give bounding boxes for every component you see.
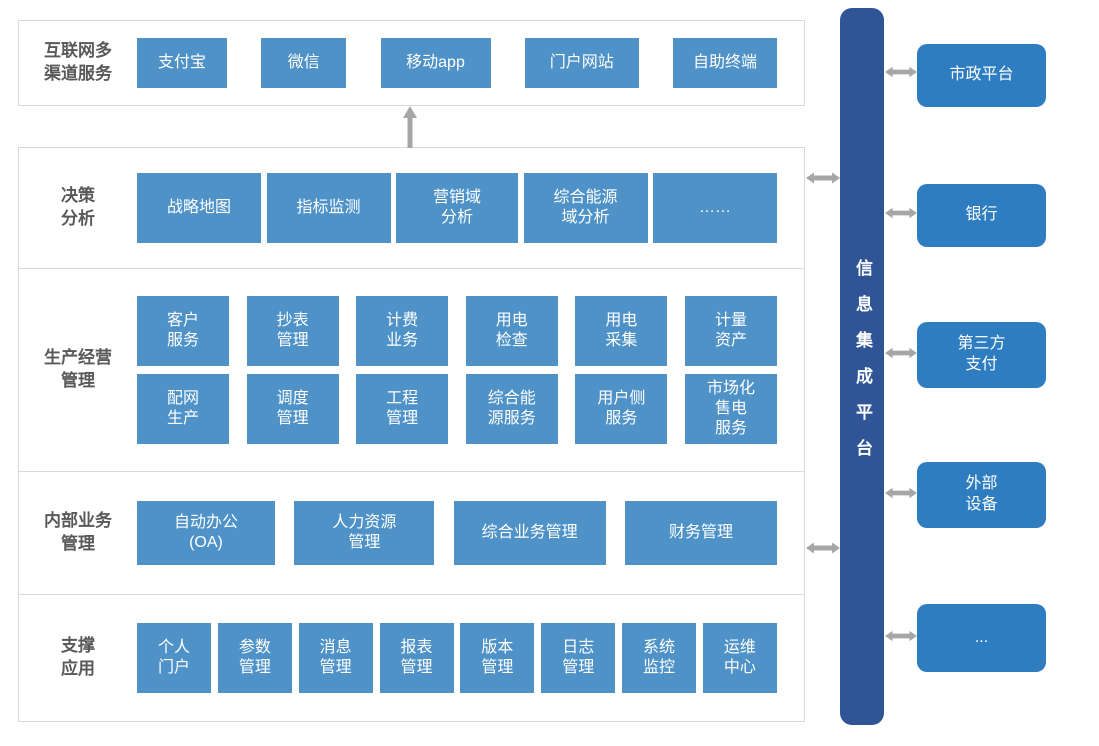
section-label: 内部业务 管理 bbox=[44, 511, 112, 553]
external-system-box: 外部 设备 bbox=[917, 462, 1046, 528]
module-box: 消息 管理 bbox=[298, 623, 373, 693]
module-box: 版本 管理 bbox=[460, 623, 535, 693]
external-system-box: 银行 bbox=[917, 184, 1046, 247]
double-arrow-icon bbox=[806, 171, 840, 185]
module-box: 日志 管理 bbox=[541, 623, 616, 693]
module-box: 战略地图 bbox=[137, 173, 261, 243]
module-box: 工程 管理 bbox=[356, 374, 449, 444]
section-internet-channels: 互联网多 渠道服务 支付宝 微信 移动app 门户网站 自助终端 bbox=[18, 20, 805, 106]
module-box: 抄表 管理 bbox=[246, 296, 339, 366]
external-system-box: 市政平台 bbox=[917, 44, 1046, 107]
module-box: 综合业务管理 bbox=[453, 501, 606, 565]
integration-platform-label: 信息集成平台 bbox=[853, 258, 872, 475]
module-box: 用电 采集 bbox=[575, 296, 668, 366]
section-boxes: 战略地图 指标监测 营销域 分析 综合能源 域分析 …… bbox=[137, 173, 804, 243]
module-box: …… bbox=[653, 173, 777, 243]
double-arrow-icon bbox=[885, 346, 917, 360]
double-arrow-icon bbox=[885, 65, 917, 79]
module-box: 自助终端 bbox=[673, 38, 777, 88]
module-box: 自动办公 (OA) bbox=[137, 501, 275, 565]
external-system-box: ... bbox=[917, 604, 1046, 672]
module-box: 综合能 源服务 bbox=[465, 374, 558, 444]
double-arrow-icon bbox=[806, 541, 840, 555]
module-box: 调度 管理 bbox=[246, 374, 339, 444]
module-box: 人力资源 管理 bbox=[294, 501, 435, 565]
module-box: 参数 管理 bbox=[217, 623, 292, 693]
module-box: 用户侧 服务 bbox=[575, 374, 668, 444]
section-label: 互联网多 渠道服务 bbox=[44, 41, 112, 83]
module-box: 财务管理 bbox=[624, 501, 777, 565]
module-box: 报表 管理 bbox=[379, 623, 454, 693]
module-box: 市场化 售电 服务 bbox=[684, 374, 777, 444]
module-box: 综合能源 域分析 bbox=[523, 173, 648, 243]
module-box: 营销域 分析 bbox=[396, 173, 518, 243]
module-box: 计量 资产 bbox=[684, 296, 777, 366]
module-box: 用电 检查 bbox=[465, 296, 558, 366]
module-box: 门户网站 bbox=[524, 38, 639, 88]
module-box: 个人 门户 bbox=[137, 623, 211, 693]
box-row: 配网 生产 调度 管理 工程 管理 综合能 源服务 用户侧 服务 市场化 售电 … bbox=[137, 374, 777, 444]
section-production-management: 生产经营 管理 客户 服务 抄表 管理 计费 业务 用电 检查 用电 采集 计量… bbox=[18, 268, 805, 472]
section-label: 生产经营 管理 bbox=[44, 348, 112, 390]
box-row: 客户 服务 抄表 管理 计费 业务 用电 检查 用电 采集 计量 资产 bbox=[137, 296, 777, 366]
module-box: 系统 监控 bbox=[622, 623, 697, 693]
section-boxes: 支付宝 微信 移动app 门户网站 自助终端 bbox=[137, 38, 804, 88]
integration-platform-bar: 信息集成平台 bbox=[840, 8, 884, 725]
double-arrow-icon bbox=[885, 206, 917, 220]
module-box: 运维 中心 bbox=[702, 623, 777, 693]
module-box: 移动app bbox=[380, 38, 491, 88]
module-box: 微信 bbox=[261, 38, 347, 88]
double-arrow-icon bbox=[885, 629, 917, 643]
section-decision-analysis: 决策 分析 战略地图 指标监测 营销域 分析 综合能源 域分析 …… bbox=[18, 147, 805, 269]
module-box: 客户 服务 bbox=[137, 296, 229, 366]
module-box: 配网 生产 bbox=[137, 374, 229, 444]
section-internal-business: 内部业务 管理 自动办公 (OA) 人力资源 管理 综合业务管理 财务管理 bbox=[18, 471, 805, 595]
section-boxes: 个人 门户 参数 管理 消息 管理 报表 管理 版本 管理 日志 管理 系统 监… bbox=[137, 623, 804, 693]
module-box: 指标监测 bbox=[266, 173, 391, 243]
section-boxes: 自动办公 (OA) 人力资源 管理 综合业务管理 财务管理 bbox=[137, 501, 804, 565]
up-arrow-icon bbox=[402, 106, 418, 148]
section-support-apps: 支撑 应用 个人 门户 参数 管理 消息 管理 报表 管理 版本 管理 日志 管… bbox=[18, 594, 805, 722]
section-label: 决策 分析 bbox=[61, 186, 95, 228]
section-boxes: 客户 服务 抄表 管理 计费 业务 用电 检查 用电 采集 计量 资产 配网 生… bbox=[137, 296, 804, 444]
module-box: 计费 业务 bbox=[356, 296, 449, 366]
module-box: 支付宝 bbox=[137, 38, 227, 88]
double-arrow-icon bbox=[885, 486, 917, 500]
external-system-box: 第三方 支付 bbox=[917, 322, 1046, 388]
section-label: 支撑 应用 bbox=[61, 636, 95, 678]
